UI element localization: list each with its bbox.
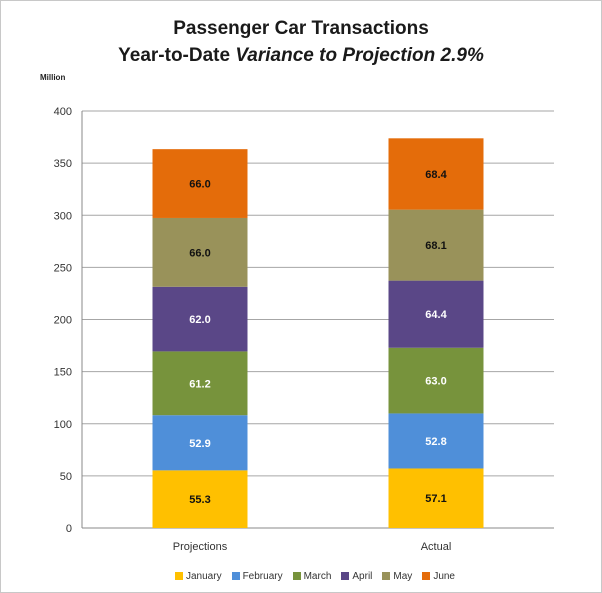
bar-segment-february — [388, 413, 484, 469]
bar-segment-march — [152, 351, 248, 416]
legend-item: March — [292, 570, 332, 582]
legend-item: April — [341, 571, 372, 582]
data-label: 52.9 — [189, 438, 210, 450]
y-tick-label: 150 — [54, 367, 72, 379]
y-tick-label: 50 — [60, 471, 72, 483]
legend-swatch — [175, 572, 183, 580]
bar-segment-january — [152, 470, 248, 528]
y-tick-label: 250 — [54, 262, 72, 274]
legend-label: March — [303, 570, 332, 582]
legend-item: January — [175, 571, 222, 582]
x-tick-label: Projections — [173, 541, 228, 553]
legend-label: January — [186, 570, 222, 582]
x-tick-label: Actual — [421, 541, 452, 553]
y-tick-label: 400 — [54, 106, 72, 118]
legend-swatch — [422, 572, 431, 580]
legend-swatch — [341, 572, 350, 580]
bar-segment-february — [152, 415, 248, 471]
legend-swatch — [231, 572, 240, 580]
chart-subtitle-prefix: Year-to-Date — [118, 45, 236, 66]
legend-label: May — [393, 570, 413, 582]
data-label: 55.3 — [189, 494, 210, 506]
data-label: 68.1 — [425, 240, 446, 252]
y-tick-label: 0 — [66, 523, 72, 535]
y-axis-unit-label: Million — [40, 73, 66, 82]
data-label: 63.0 — [425, 376, 446, 388]
bar-segment-april — [388, 280, 484, 348]
bar-segment-june — [152, 149, 248, 218]
bar-segment-june — [388, 138, 484, 210]
legend-item: February — [231, 570, 283, 582]
y-tick-label: 300 — [54, 210, 72, 222]
chart-subtitle: Year-to-Date Variance to Projection 2.9% — [0, 45, 602, 67]
data-label: 68.4 — [425, 169, 447, 181]
legend-item: May — [382, 571, 412, 582]
legend-swatch — [292, 572, 301, 580]
data-label: 52.8 — [425, 436, 446, 448]
bar-segment-january — [388, 468, 484, 528]
data-label: 62.0 — [189, 314, 210, 326]
legend-swatch — [382, 572, 391, 580]
bar-segment-march — [388, 347, 484, 414]
legend-label: June — [433, 570, 455, 582]
legend-item: June — [422, 571, 455, 582]
data-label: 57.1 — [425, 493, 446, 505]
legend-label: April — [352, 570, 373, 582]
bar-segment-april — [152, 286, 248, 352]
y-tick-label: 350 — [54, 158, 72, 170]
data-label: 66.0 — [189, 247, 210, 259]
y-tick-label: 100 — [54, 419, 72, 431]
data-label: 61.2 — [189, 378, 210, 390]
data-label: 64.4 — [425, 309, 447, 321]
y-tick-label: 200 — [54, 315, 72, 327]
data-label: 66.0 — [189, 179, 210, 191]
chart-title: Passenger Car Transactions — [173, 18, 429, 39]
bar-segment-may — [388, 209, 484, 281]
bar-segment-may — [152, 217, 248, 287]
legend-label: February — [242, 570, 283, 582]
chart-legend: January February March April May June — [150, 569, 480, 583]
chart-subtitle-emphasis: Variance to Projection 2.9% — [235, 45, 484, 66]
